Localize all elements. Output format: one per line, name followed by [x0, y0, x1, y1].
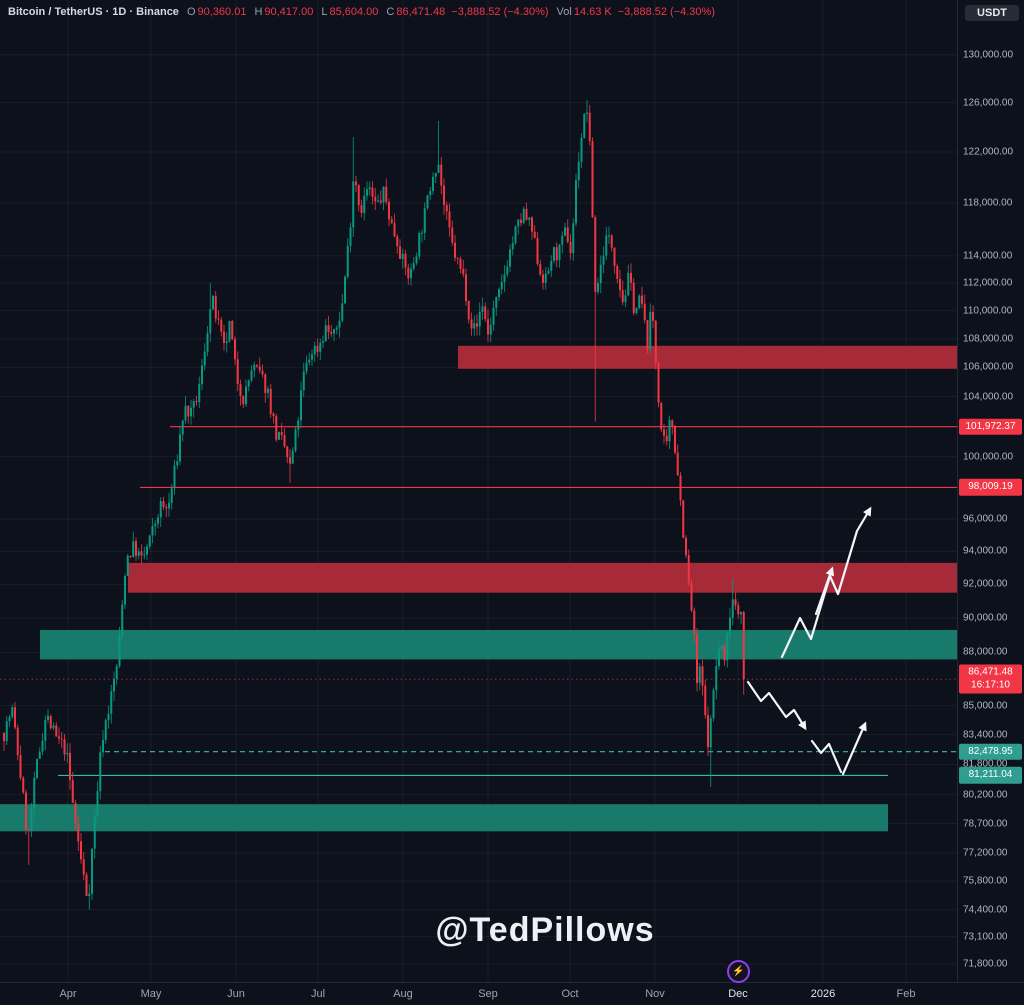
price-axis-label: 122,000.00	[963, 146, 1014, 158]
current-price-pill: 86,471.48 16:17:10	[959, 664, 1022, 694]
time-axis-label: Jun	[227, 988, 245, 1000]
price-axis-label: 81,800.00	[963, 758, 1008, 770]
watermark: @TedPillows	[435, 911, 655, 949]
price-axis-label: 108,000.00	[963, 333, 1014, 345]
price-level-pill: 82,478.95	[959, 743, 1022, 760]
price-axis-label: 80,200.00	[963, 789, 1008, 801]
time-axis-label: Sep	[478, 988, 498, 1000]
price-level-pill: 81,211.04	[959, 767, 1022, 784]
candlesticks	[3, 100, 745, 910]
supply-zone-mid[interactable]	[128, 562, 957, 593]
time-axis-label: 2026	[810, 988, 836, 1000]
price-axis-label: 130,000.00	[963, 49, 1014, 61]
price-axis-label: 110,000.00	[963, 305, 1013, 317]
high-label: H	[254, 6, 263, 18]
price-axis-label: 73,100.00	[963, 931, 1008, 943]
price-axis-label: 71,800.00	[963, 958, 1008, 970]
close-value: 86,471.48	[396, 6, 446, 18]
demand-zone-mid[interactable]	[40, 629, 957, 660]
symbol-title[interactable]: Bitcoin / TetherUS · 1D · Binance	[8, 6, 179, 18]
price-axis-label: 118,000.00	[963, 197, 1013, 209]
time-axis-label: Dec	[728, 988, 748, 1000]
time-axis-label: Jul	[310, 988, 326, 1000]
price-axis-label: 90,000.00	[963, 612, 1008, 624]
low-value: 85,604.00	[329, 6, 379, 18]
price-axis-label: 96,000.00	[963, 513, 1008, 525]
time-axis-label: Aug	[393, 988, 413, 1000]
open-value: 90,360.01	[197, 6, 247, 18]
supply-zone-upper[interactable]	[458, 345, 957, 369]
currency-toggle-button[interactable]: USDT	[965, 5, 1019, 21]
low-label: L	[321, 6, 328, 18]
projection-up-mid[interactable]	[814, 566, 835, 616]
price-axis-label: 92,000.00	[963, 578, 1008, 590]
price-axis-label: 75,800.00	[963, 875, 1008, 887]
high-value: 90,417.00	[264, 6, 314, 18]
volume-label: Vol	[556, 6, 572, 18]
time-axis-label: Feb	[896, 988, 916, 1000]
volume-change: −3,888.52 (−4.30%)	[617, 6, 715, 18]
price-axis[interactable]: 130,000.00 126,000.00 122,000.00 118,000.00…	[957, 0, 1024, 982]
price-axis-label: 126,000.00	[963, 97, 1014, 109]
price-axis-label: 85,000.00	[963, 700, 1008, 712]
projection-down[interactable]	[746, 680, 807, 731]
demand-zone-lower[interactable]	[0, 804, 888, 832]
price-axis-label: 88,000.00	[963, 646, 1008, 658]
price-axis-label: 114,000.00	[963, 250, 1013, 262]
price-level-pill: 101,972.37	[959, 418, 1022, 435]
change-value: −3,888.52 (−4.30%)	[451, 6, 549, 18]
time-axis-label: May	[140, 988, 162, 1000]
price-axis-label: 94,000.00	[963, 545, 1008, 557]
open-label: O	[186, 6, 196, 18]
price-level-pill: 98,009.19	[959, 479, 1022, 496]
time-axis-label: Nov	[645, 988, 665, 1000]
price-axis-label: 100,000.00	[963, 451, 1014, 463]
lightning-icon[interactable]: ⚡	[727, 960, 750, 983]
volume-value: 14.63 K	[573, 6, 612, 18]
price-chart[interactable]	[0, 0, 957, 982]
time-axis[interactable]: Apr May Jun Jul Aug Sep Oct Nov Dec 2026 Feb	[0, 982, 1024, 1005]
price-axis-label: 112,000.00	[963, 277, 1013, 289]
projection-down-2[interactable]	[810, 739, 843, 774]
time-axis-label: Apr	[59, 988, 77, 1000]
price-axis-label: 77,200.00	[963, 847, 1008, 859]
close-label: C	[386, 6, 395, 18]
price-axis-label: 106,000.00	[963, 361, 1014, 373]
price-axis-label: 83,400.00	[963, 729, 1008, 741]
time-axis-label: Oct	[561, 988, 579, 1000]
projection-bounce[interactable]	[841, 721, 867, 776]
price-axis-label: 104,000.00	[963, 391, 1014, 403]
price-axis-label: 74,400.00	[963, 904, 1008, 916]
chart-header: Bitcoin / TetherUS · 1D · Binance O 90,3…	[8, 6, 715, 18]
price-axis-label: 78,700.00	[963, 818, 1008, 830]
